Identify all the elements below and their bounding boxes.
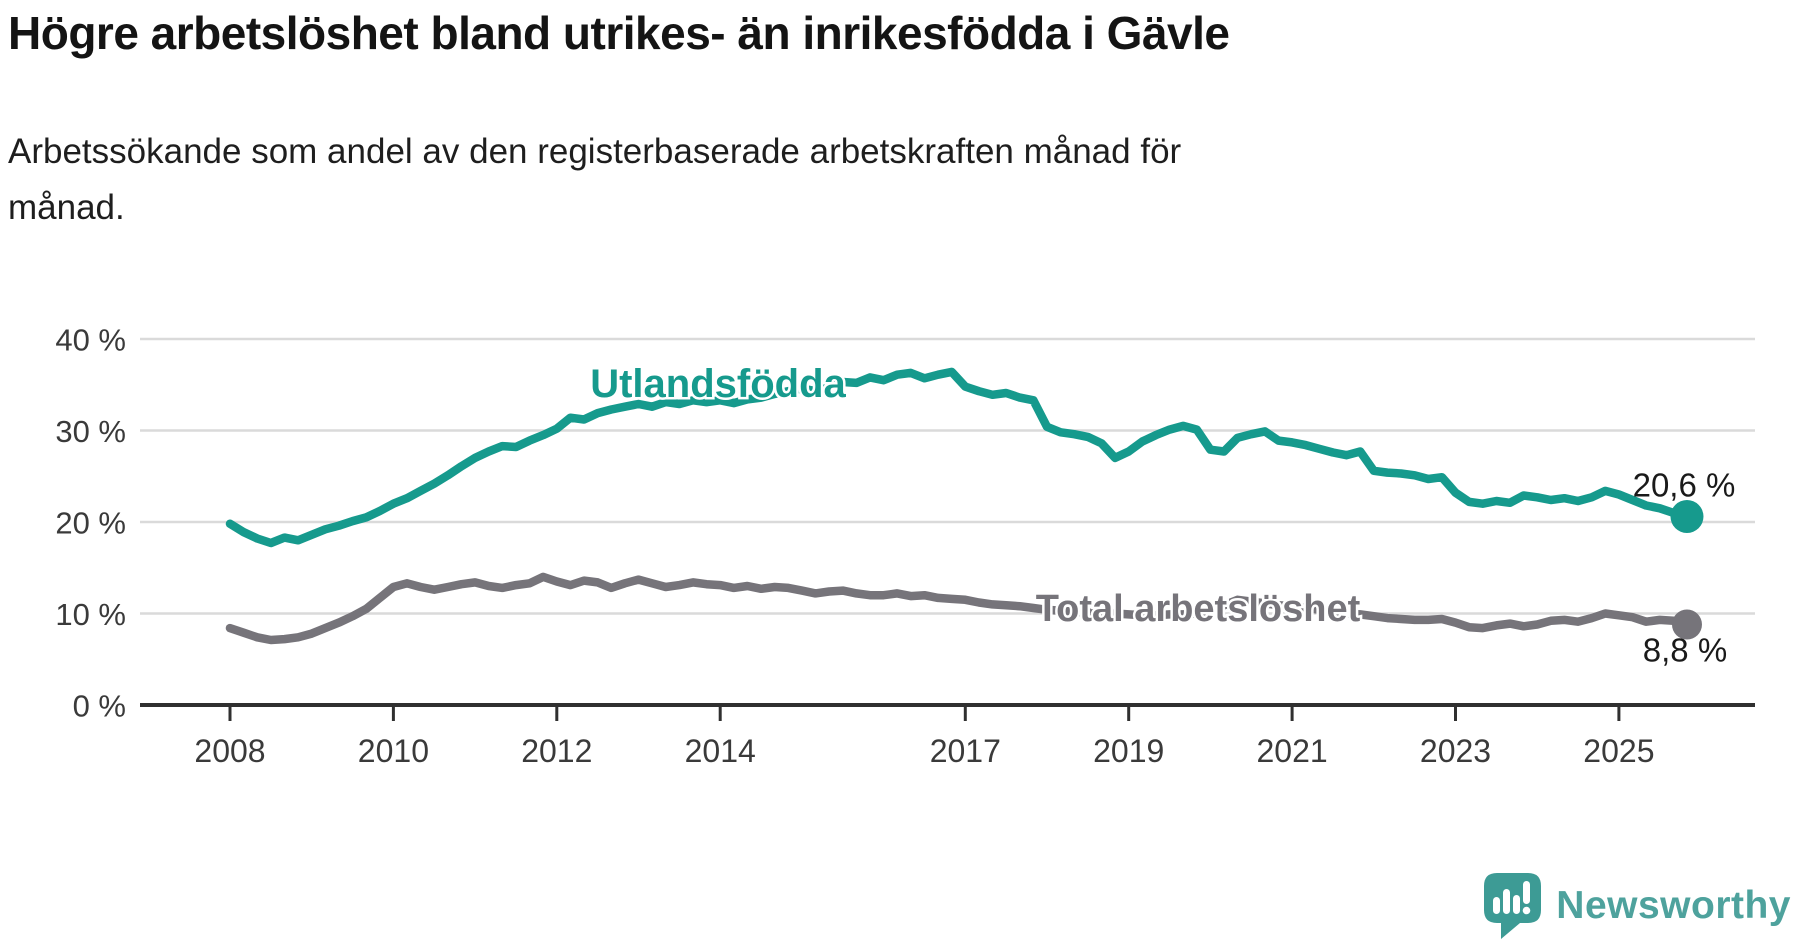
utlandsfodda-series-label: Utlandsfödda xyxy=(590,362,846,406)
total-end-dot xyxy=(1671,609,1702,640)
page-subtitle: Arbetssökande som andel av den registerb… xyxy=(8,132,1182,227)
y-tick-label-30: 30 % xyxy=(55,414,126,449)
x-tick-label-2023: 2023 xyxy=(1420,733,1491,769)
x-tick-label-2021: 2021 xyxy=(1257,733,1328,769)
gridlines xyxy=(140,337,1755,615)
y-tick-label-10: 10 % xyxy=(55,597,126,632)
page-title: Högre arbetslöshet bland utrikes- än inr… xyxy=(8,7,1230,59)
x-axis-ticks xyxy=(228,705,1621,721)
utlandsfodda-end-value-label: 20,6 % xyxy=(1633,467,1736,504)
x-tick-label-2019: 2019 xyxy=(1093,733,1164,769)
logo-exclamation-bar xyxy=(1523,881,1531,904)
x-tick-label-2012: 2012 xyxy=(521,733,592,769)
total-end-value-label: 8,8 % xyxy=(1643,631,1727,668)
brand-name: Newsworthy xyxy=(1556,884,1791,927)
x-tick-label-2010: 2010 xyxy=(358,733,429,769)
x-tick-label-2008: 2008 xyxy=(194,733,265,769)
logo-bar-2 xyxy=(1503,889,1511,914)
newsworthy-logo-icon xyxy=(1484,873,1542,939)
logo-bar-3 xyxy=(1513,895,1521,914)
x-tick-label-2025: 2025 xyxy=(1583,733,1654,769)
y-axis-labels: 0 % 10 % 20 % 30 % 40 % xyxy=(55,323,126,724)
utlandsfodda-line xyxy=(225,367,1692,548)
newsworthy-brand: Newsworthy xyxy=(1483,868,1791,944)
x-axis-labels: 2008 2010 2012 2014 2017 2019 2021 2023 2025 xyxy=(194,733,1654,769)
x-tick-label-2014: 2014 xyxy=(685,733,756,769)
total-series-label: Total arbetslöshet xyxy=(1036,588,1361,630)
y-tick-label-20: 20 % xyxy=(55,506,126,541)
utlandsfodda-end-dot xyxy=(1670,500,1704,534)
total-unemployment-line xyxy=(225,572,1692,645)
logo-bar-1 xyxy=(1493,897,1501,914)
y-tick-label-0: 0 % xyxy=(73,689,126,724)
logo-exclamation-dot xyxy=(1522,906,1531,915)
y-tick-label-40: 40 % xyxy=(55,323,126,358)
x-tick-label-2017: 2017 xyxy=(930,733,1001,769)
